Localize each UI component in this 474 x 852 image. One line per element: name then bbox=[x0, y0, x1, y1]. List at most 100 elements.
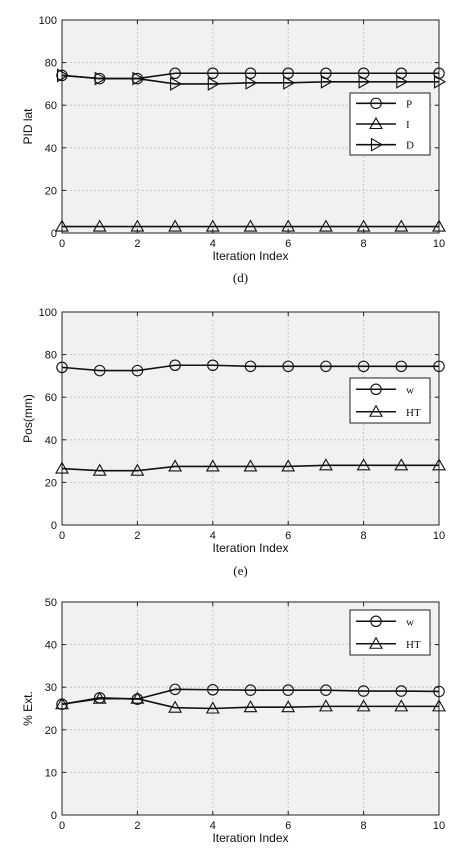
chart-panel-2: 0 2 4 6 8 10 0 10 20 30 40 50 Iteration Index % Ext. w… bbox=[21, 597, 446, 845]
data-point bbox=[92, 463, 107, 476]
legend-label: P bbox=[406, 98, 412, 110]
legend-label: HT bbox=[406, 639, 421, 651]
x-tick-label: 4 bbox=[210, 238, 216, 250]
data-point bbox=[205, 219, 220, 232]
data-point bbox=[92, 219, 107, 232]
data-point bbox=[132, 71, 145, 86]
x-tick-label: 0 bbox=[59, 530, 65, 542]
data-point bbox=[169, 359, 181, 371]
data-point bbox=[394, 458, 409, 471]
x-tick-label: 0 bbox=[59, 238, 65, 250]
series-line bbox=[61, 74, 439, 85]
legend-box bbox=[349, 377, 431, 424]
x-tick-label: 4 bbox=[210, 820, 216, 832]
data-point bbox=[244, 684, 257, 696]
legend-marker bbox=[369, 404, 383, 417]
data-point bbox=[358, 74, 371, 89]
y-tick-label: 0 bbox=[51, 228, 57, 240]
data-point bbox=[356, 219, 371, 232]
legend-marker bbox=[370, 137, 384, 152]
legend-marker bbox=[370, 97, 382, 110]
data-point bbox=[395, 360, 408, 373]
data-point bbox=[282, 684, 294, 696]
data-point bbox=[320, 360, 332, 373]
y-tick-label: 80 bbox=[45, 58, 57, 70]
data-point bbox=[55, 461, 69, 474]
legend-item: HT bbox=[356, 636, 421, 651]
legend-marker bbox=[369, 116, 383, 130]
x-axis-label: Iteration Index bbox=[212, 249, 288, 263]
y-tick-label: 20 bbox=[45, 185, 57, 197]
x-tick-label: 4 bbox=[210, 530, 216, 542]
data-point bbox=[243, 700, 258, 713]
data-point bbox=[357, 685, 370, 697]
data-point bbox=[283, 75, 296, 90]
y-tick-label: 40 bbox=[45, 435, 57, 447]
data-point bbox=[131, 364, 144, 377]
data-point bbox=[432, 458, 446, 471]
data-point bbox=[130, 219, 145, 232]
series-w bbox=[56, 359, 445, 377]
legend-item: HT bbox=[356, 404, 421, 419]
axes-frame bbox=[61, 19, 440, 234]
y-tick-label: 20 bbox=[45, 725, 57, 737]
data-point bbox=[318, 458, 333, 471]
x-tick-label: 0 bbox=[59, 820, 65, 832]
series-line bbox=[61, 364, 439, 372]
chart-caption: (d) bbox=[233, 270, 248, 285]
legend-label: I bbox=[406, 119, 410, 131]
data-point bbox=[169, 683, 181, 696]
x-tick-label: 2 bbox=[134, 530, 140, 542]
x-tick-label: 8 bbox=[361, 238, 367, 250]
data-point bbox=[320, 684, 332, 696]
x-tick-label: 2 bbox=[134, 238, 140, 250]
data-point bbox=[281, 219, 296, 232]
y-axis-label: % Ext. bbox=[21, 691, 35, 726]
legend: w HT bbox=[349, 377, 431, 424]
legend-label: D bbox=[406, 140, 414, 152]
legend: w HT bbox=[349, 609, 431, 656]
data-point bbox=[243, 219, 258, 232]
x-tick-label: 6 bbox=[285, 238, 291, 250]
x-tick-label: 8 bbox=[361, 530, 367, 542]
data-point bbox=[282, 360, 294, 373]
data-point bbox=[207, 67, 219, 80]
data-point bbox=[130, 691, 145, 704]
data-point bbox=[244, 360, 257, 373]
data-point bbox=[93, 364, 106, 377]
data-point bbox=[432, 219, 446, 232]
series-HT bbox=[55, 691, 446, 714]
x-axis-label: Iteration Index bbox=[212, 541, 288, 555]
data-point bbox=[168, 700, 183, 713]
data-point bbox=[207, 76, 220, 91]
data-point bbox=[244, 67, 257, 80]
legend-box bbox=[349, 609, 431, 656]
data-point bbox=[281, 700, 296, 713]
x-tick-label: 2 bbox=[134, 820, 140, 832]
data-point bbox=[432, 699, 446, 712]
data-point bbox=[396, 74, 409, 89]
data-point bbox=[282, 67, 294, 80]
legend-marker bbox=[370, 615, 382, 627]
legend-item: w bbox=[356, 383, 414, 396]
series-D bbox=[56, 68, 447, 91]
data-point bbox=[318, 219, 333, 232]
data-point bbox=[433, 360, 445, 373]
data-point bbox=[433, 74, 447, 89]
legend-marker bbox=[370, 383, 382, 395]
legend-item: D bbox=[356, 137, 414, 152]
x-tick-label: 8 bbox=[361, 820, 367, 832]
data-point bbox=[356, 699, 371, 712]
legend: PID bbox=[349, 92, 431, 156]
y-tick-label: 30 bbox=[45, 682, 57, 694]
y-tick-label: 40 bbox=[45, 640, 57, 652]
data-point bbox=[56, 361, 68, 374]
y-tick-label: 0 bbox=[51, 810, 57, 822]
y-tick-label: 50 bbox=[45, 597, 57, 609]
data-point bbox=[207, 684, 219, 696]
data-point bbox=[207, 359, 219, 371]
data-point bbox=[433, 685, 445, 698]
data-point bbox=[243, 459, 258, 472]
data-point bbox=[169, 67, 181, 80]
